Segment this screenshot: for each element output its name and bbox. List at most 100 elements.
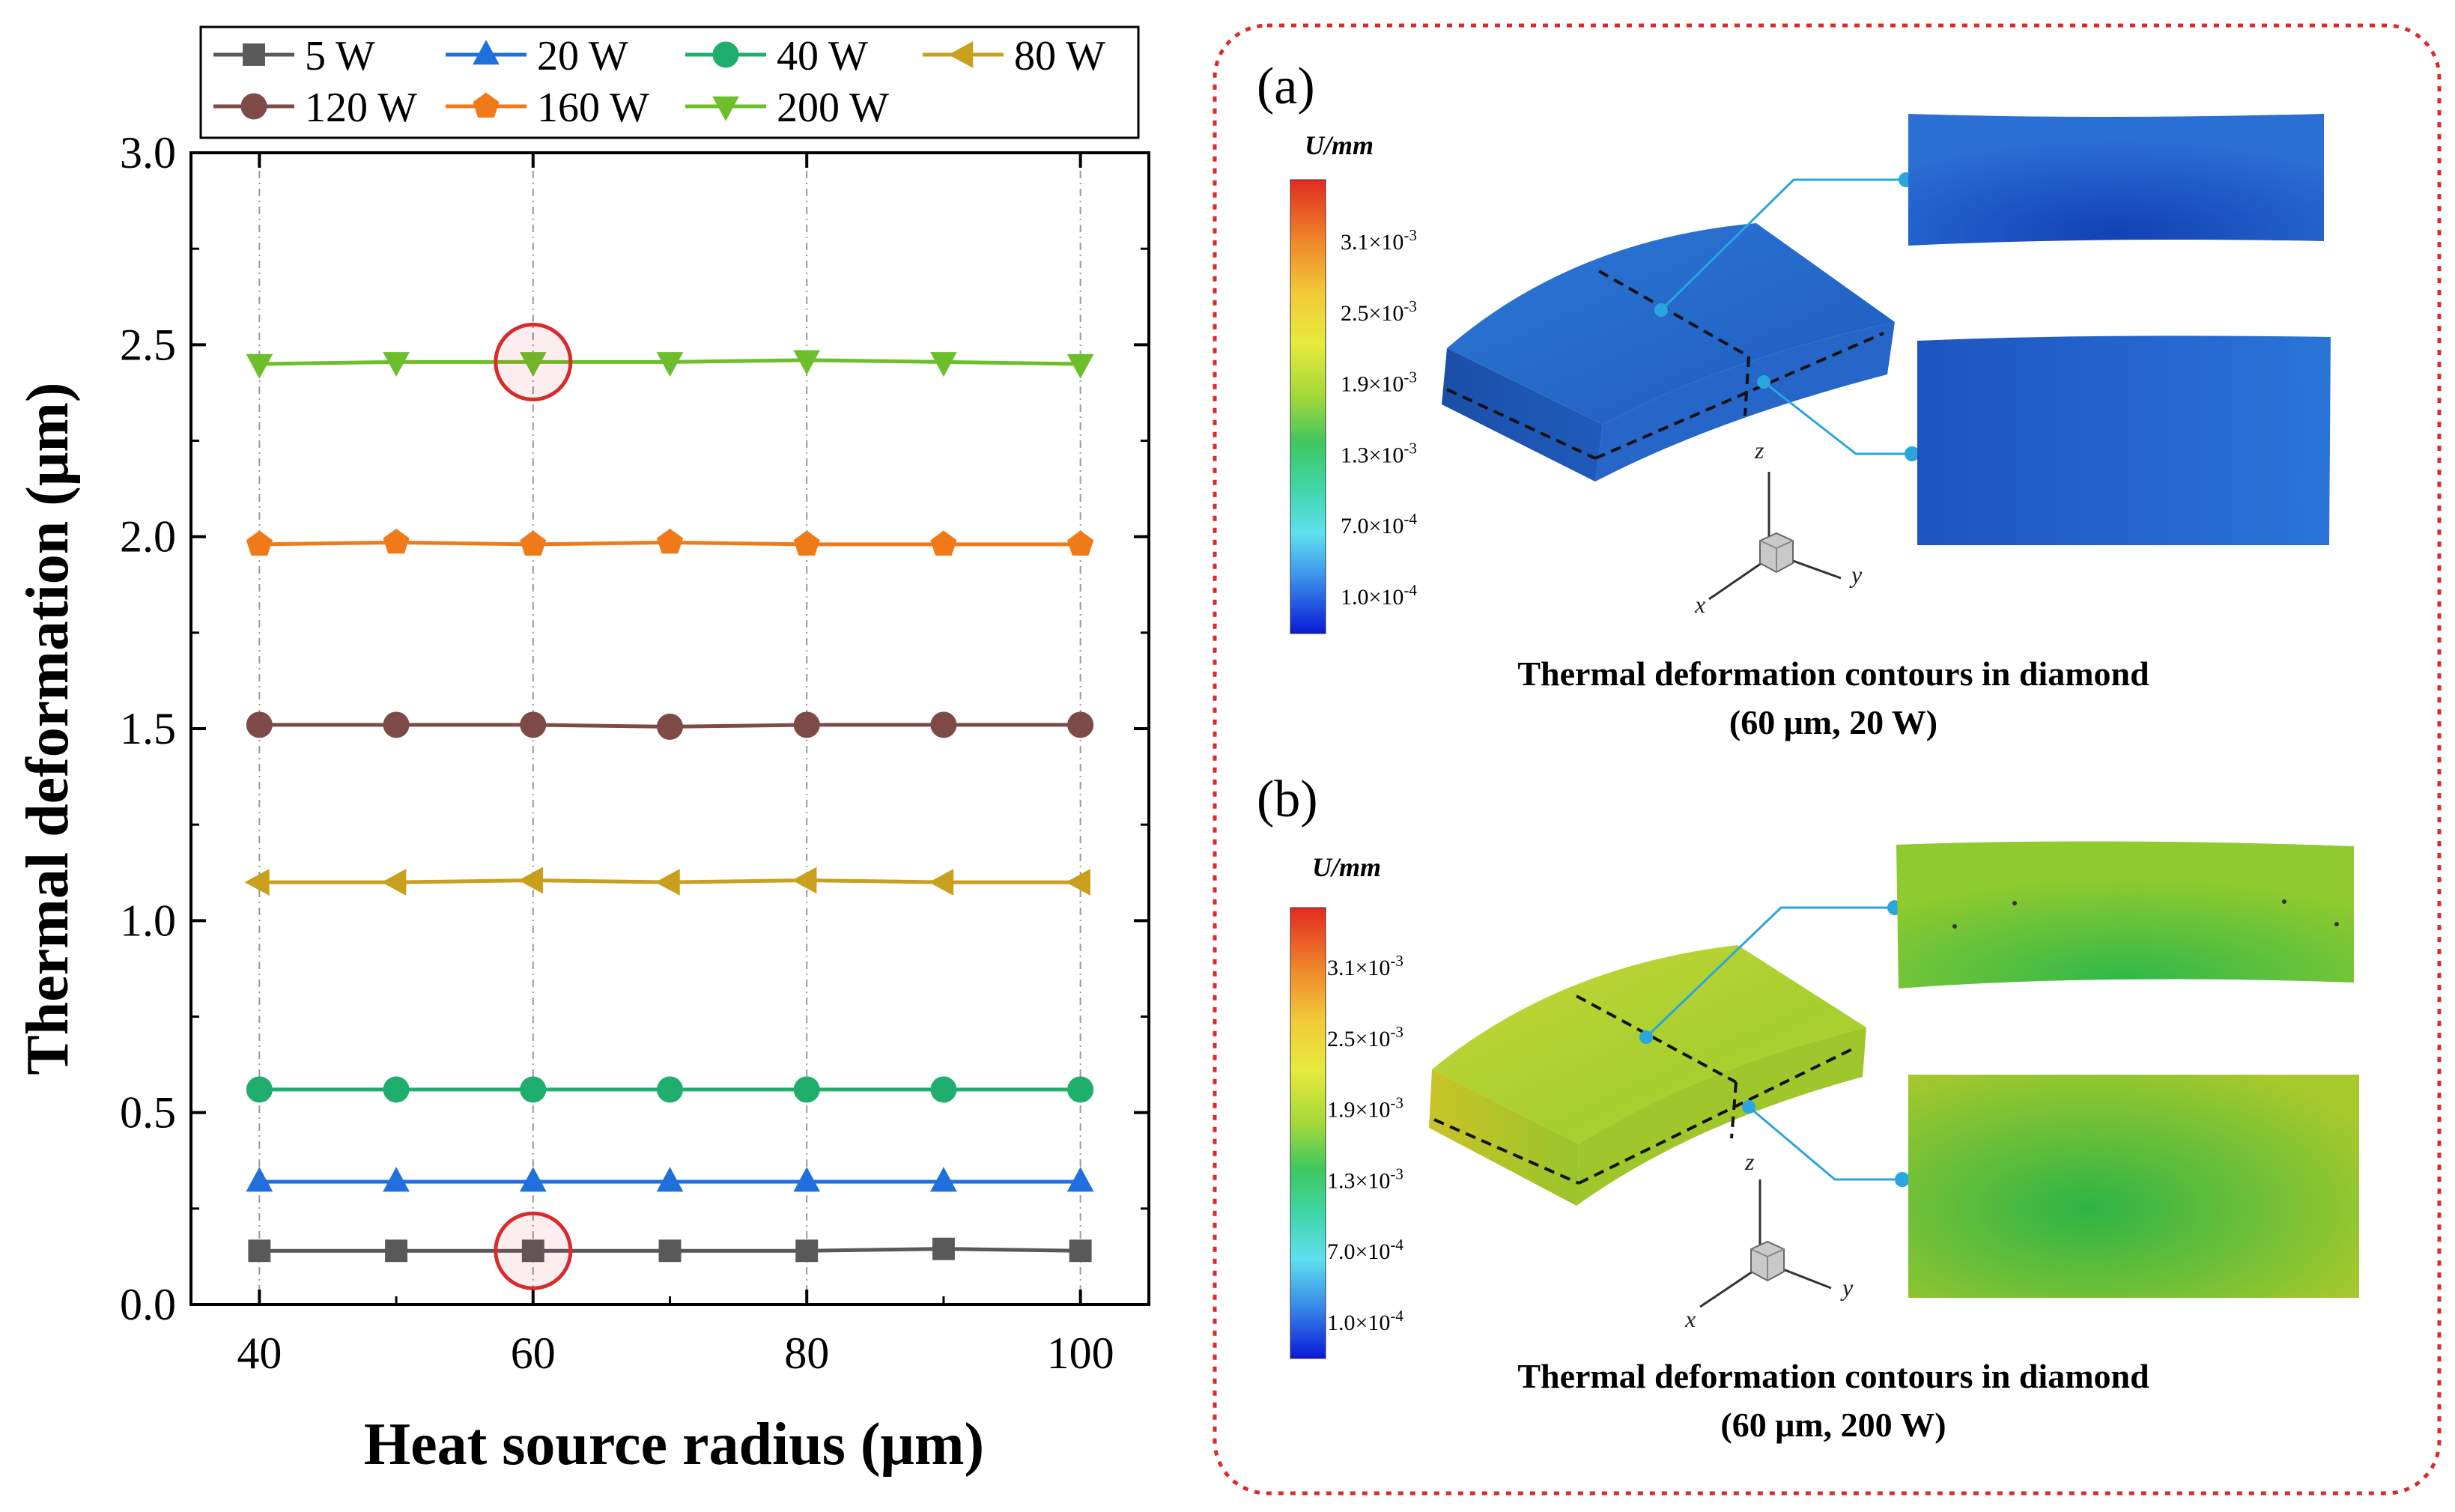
data-point bbox=[1069, 1239, 1092, 1263]
section-b-dots bbox=[1952, 899, 2339, 929]
section-a-view-1 bbox=[1908, 114, 2324, 246]
block-a bbox=[1442, 223, 1895, 482]
colorbar-a bbox=[1290, 179, 1326, 634]
data-point bbox=[1067, 711, 1094, 738]
legend-label: 40 W bbox=[777, 33, 868, 79]
data-point bbox=[656, 352, 684, 377]
x-axis-label: Heat source radius (μm) bbox=[364, 1412, 984, 1478]
colorbar-tick-label: 2.5×10-3 bbox=[1327, 1023, 1403, 1051]
y-tick-label: 2.0 bbox=[120, 512, 176, 562]
colorbar-tick-exponent: -4 bbox=[1403, 510, 1417, 528]
data-point bbox=[518, 866, 544, 894]
legend-marker bbox=[948, 41, 974, 68]
x-tick-label: 100 bbox=[1047, 1329, 1114, 1378]
caption-a-line2: (60 μm, 20 W) bbox=[1729, 703, 1937, 741]
data-point bbox=[795, 1239, 819, 1263]
section-a-2 bbox=[1446, 388, 1596, 460]
section-a-view-2 bbox=[1917, 336, 2331, 545]
data-point bbox=[657, 1076, 683, 1103]
data-point bbox=[658, 1239, 682, 1263]
data-point bbox=[793, 530, 820, 556]
section-b-1b bbox=[1730, 1081, 1738, 1139]
axis-a-z: z bbox=[1754, 437, 1764, 464]
legend-label: 200 W bbox=[777, 85, 889, 131]
data-point bbox=[246, 530, 273, 556]
data-point bbox=[930, 1076, 957, 1103]
axis-triad-b: z y x bbox=[1684, 1148, 1854, 1332]
block-a-front bbox=[1442, 348, 1603, 482]
colorbar-tick-label: 7.0×10-4 bbox=[1327, 1236, 1403, 1264]
legend-box bbox=[199, 25, 1140, 139]
data-point bbox=[793, 1167, 821, 1192]
colorbar-tick-label: 1.0×10-4 bbox=[1341, 581, 1417, 610]
highlight-circle bbox=[494, 322, 573, 401]
legend-label: 120 W bbox=[305, 85, 417, 131]
colorbar-tick-label: 7.0×10-4 bbox=[1341, 510, 1417, 538]
colorbar-tick-label: 1.9×10-3 bbox=[1341, 368, 1417, 397]
data-point bbox=[246, 711, 273, 738]
block-b bbox=[1429, 945, 1866, 1206]
data-point bbox=[657, 713, 683, 740]
section-b-view-1 bbox=[1896, 841, 2354, 989]
colorbar-tick-label: 1.3×10-3 bbox=[1341, 439, 1417, 467]
leader-a-1 bbox=[1660, 178, 1906, 312]
colorbar-tick-label: 1.0×10-4 bbox=[1327, 1307, 1403, 1335]
axis-triad-a: z y x bbox=[1694, 437, 1863, 618]
data-point bbox=[519, 1167, 547, 1192]
data-point bbox=[520, 530, 547, 556]
leader-b-1 bbox=[1645, 906, 1895, 1039]
leader-a-dot-2b bbox=[1905, 446, 1920, 461]
panel-a-label: (a) bbox=[1257, 58, 1315, 115]
data-point bbox=[793, 1076, 820, 1103]
block-b-side bbox=[1577, 1027, 1866, 1206]
block-b-top bbox=[1432, 945, 1866, 1144]
legend-marker bbox=[473, 92, 500, 118]
y-axis-label: Thermal deformation (μm) bbox=[15, 382, 81, 1075]
data-point bbox=[521, 1239, 544, 1263]
data-point bbox=[381, 869, 407, 896]
x-tick-label: 80 bbox=[784, 1329, 829, 1378]
data-point bbox=[793, 711, 820, 738]
data-point bbox=[383, 711, 410, 738]
contour-panel: (a) U/mm 3.1×10-3 2.5×10-3 1.9×10-3 1.3×10-… bbox=[1213, 23, 2442, 1496]
data-point bbox=[930, 352, 957, 377]
x-tick-label: 60 bbox=[511, 1329, 556, 1378]
section-b-2 bbox=[1433, 1118, 1579, 1185]
axis-a-x: x bbox=[1694, 591, 1705, 618]
y-tick-label: 2.5 bbox=[120, 320, 176, 369]
legend-marker bbox=[712, 96, 739, 121]
colorbar-tick-exponent: -3 bbox=[1403, 368, 1417, 386]
legend-label: 5 W bbox=[305, 33, 375, 79]
legend-label: 80 W bbox=[1014, 33, 1105, 79]
legend-label: 160 W bbox=[537, 85, 649, 131]
colorbar-tick-exponent: -4 bbox=[1390, 1307, 1403, 1325]
colorbar-tick-exponent: -4 bbox=[1403, 581, 1417, 599]
legend-marker bbox=[712, 41, 739, 68]
data-point bbox=[520, 1076, 547, 1103]
legend: 5 W 20 W 40 W 80 W 120 W 160 W 200 W bbox=[199, 25, 1140, 139]
data-point bbox=[1067, 530, 1094, 556]
leader-b-dot-2b bbox=[1895, 1172, 1910, 1187]
colorbar-tick-exponent: -3 bbox=[1390, 952, 1403, 970]
colorbar-tick-exponent: -3 bbox=[1403, 297, 1417, 315]
colorbar-tick-exponent: -3 bbox=[1390, 1165, 1403, 1182]
data-point bbox=[792, 866, 817, 894]
leader-a-2 bbox=[1763, 380, 1912, 455]
data-point bbox=[932, 1237, 955, 1260]
data-point bbox=[1066, 1167, 1094, 1192]
data-point bbox=[655, 869, 680, 896]
axis-ticks: 40 60 80 100 0.0 0.5 1.0 1.5 2.0 2.5 3.0 bbox=[120, 128, 1149, 1378]
colorbar-tick-label: 3.1×10-3 bbox=[1341, 226, 1417, 255]
axis-a-y: y bbox=[1849, 561, 1863, 588]
data-point bbox=[1065, 869, 1090, 896]
leader-b-2 bbox=[1748, 1105, 1902, 1181]
x-tick-label: 40 bbox=[237, 1329, 282, 1378]
colorbar-b-ticks: 3.1×10-3 2.5×10-3 1.9×10-3 1.3×10-3 7.0×10-4… bbox=[1327, 952, 1403, 1335]
panel-b-label: (b) bbox=[1257, 771, 1318, 828]
section-a-2b bbox=[1594, 332, 1884, 460]
data-point bbox=[383, 1167, 410, 1192]
axis-b-x: x bbox=[1684, 1305, 1696, 1332]
colorbar-b bbox=[1290, 907, 1326, 1359]
legend-marker bbox=[240, 93, 267, 120]
